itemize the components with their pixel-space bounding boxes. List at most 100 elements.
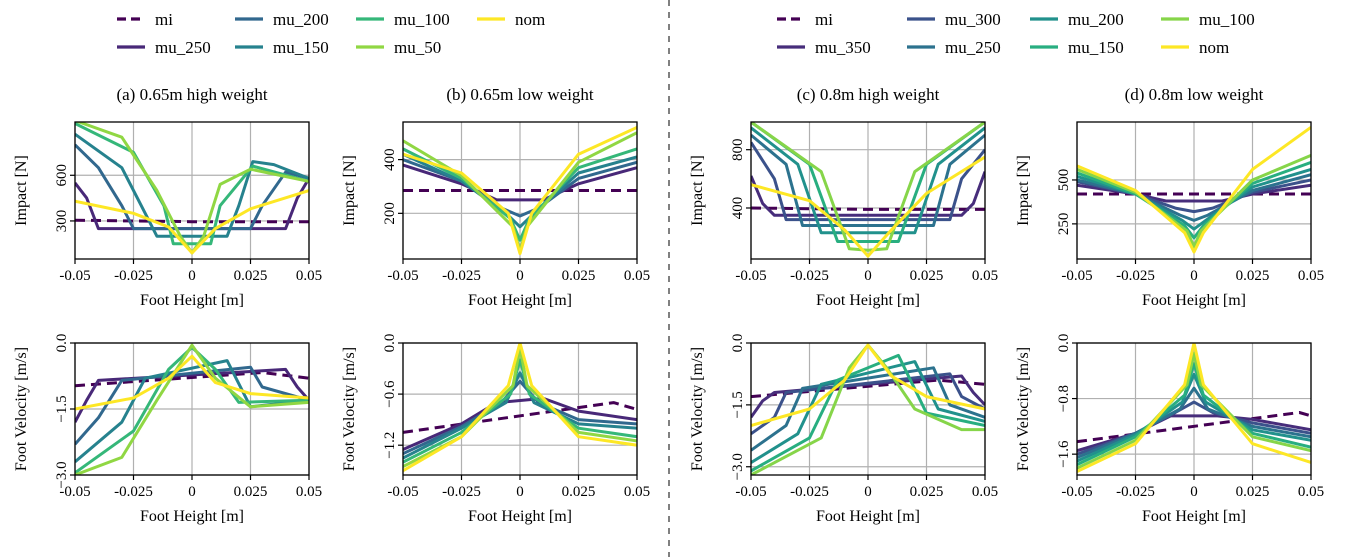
series-line-mi xyxy=(1077,411,1311,444)
series-line-nom xyxy=(75,354,309,411)
x-axis-label: Foot Height [m] xyxy=(816,508,920,525)
series-group xyxy=(403,343,637,472)
panel-title: (b) 0.65m low weight xyxy=(446,85,594,104)
legend-label: mi xyxy=(815,10,833,29)
legend-label: mu_250 xyxy=(155,38,211,57)
x-tick-label: 0 xyxy=(516,268,524,284)
y-tick-label: −1.5 xyxy=(54,395,70,422)
x-axis-label: Foot Height [m] xyxy=(468,292,572,309)
y-tick-label: 200 xyxy=(382,202,398,225)
series-line-mu_100 xyxy=(403,358,637,464)
y-tick-label: −1.5 xyxy=(730,391,746,418)
series-line-mu_200 xyxy=(751,126,985,235)
x-tick-label: -0.025 xyxy=(114,484,153,500)
panels: -0.05 -0.025 0 0.025 0.05 300 600 Foot Height [… xyxy=(13,85,1324,525)
x-tick-label: 0.05 xyxy=(624,484,650,500)
series-line-nom xyxy=(751,155,985,258)
y-tick-label: 400 xyxy=(730,197,746,220)
y-tick-label: −0.8 xyxy=(1056,385,1072,412)
series-line-mu_150 xyxy=(75,132,309,238)
x-axis-label: Foot Height [m] xyxy=(1142,292,1246,309)
x-axis-label: Foot Height [m] xyxy=(140,292,244,309)
y-axis-label: Foot Velocity [m/s] xyxy=(13,347,30,471)
x-tick-label: -0.05 xyxy=(735,484,766,500)
y-tick-label: 500 xyxy=(1056,169,1072,192)
y-tick-label: −1.2 xyxy=(382,432,398,459)
x-tick-label: 0 xyxy=(188,484,196,500)
x-tick-label: 0 xyxy=(1190,484,1198,500)
x-tick-label: 0.025 xyxy=(910,268,944,284)
y-tick-label: 0.0 xyxy=(730,334,746,353)
x-tick-label: -0.025 xyxy=(442,484,481,500)
legend-label: mu_150 xyxy=(273,38,329,57)
series-line-mi xyxy=(751,206,985,211)
x-tick-label: 0.05 xyxy=(1298,268,1324,284)
chart-panel-6: -0.05 -0.025 0 0.025 0.05 −1.2 −0.6 0.0 Foot Hei… xyxy=(341,334,650,525)
series-line-mu_200 xyxy=(751,360,985,464)
legend-label: mu_100 xyxy=(1199,10,1255,29)
x-tick-label: 0.05 xyxy=(296,268,322,284)
x-tick-label: 0.025 xyxy=(562,268,596,284)
x-tick-label: 0 xyxy=(864,484,872,500)
series-line-mu_150 xyxy=(403,152,637,229)
x-tick-label: 0.025 xyxy=(562,484,596,500)
series-line-mu_200 xyxy=(75,143,309,231)
y-axis-label: Foot Velocity [m/s] xyxy=(689,347,706,471)
legend-label: mu_200 xyxy=(1068,10,1124,29)
y-tick-label: 600 xyxy=(54,164,70,187)
series-line-nom xyxy=(403,126,637,256)
x-tick-label: -0.05 xyxy=(387,268,418,284)
x-tick-label: 0 xyxy=(864,268,872,284)
series-group xyxy=(1077,126,1311,254)
y-axis-label: Impact [N] xyxy=(1015,155,1032,226)
y-tick-label: 0.0 xyxy=(54,334,70,353)
x-tick-label: -0.05 xyxy=(59,268,90,284)
series-line-nom xyxy=(1077,343,1311,473)
x-tick-label: 0 xyxy=(516,484,524,500)
y-axis-label: Impact [N] xyxy=(689,155,706,226)
x-tick-label: -0.05 xyxy=(1061,484,1092,500)
panel-title: (d) 0.8m low weight xyxy=(1125,85,1264,104)
chart-panel-4: -0.05 -0.025 0 0.025 0.05 250 500 Foot Height [… xyxy=(1015,85,1324,309)
x-tick-label: -0.025 xyxy=(1116,484,1155,500)
y-axis-label: Foot Velocity [m/s] xyxy=(341,347,358,471)
x-tick-label: 0.05 xyxy=(1298,484,1324,500)
legend-label: nom xyxy=(1199,38,1229,57)
series-line-nom xyxy=(751,343,985,427)
series-group xyxy=(403,126,637,256)
legend-label: mu_350 xyxy=(815,38,871,57)
y-tick-label: −1.6 xyxy=(1056,440,1072,468)
legend-label: mi xyxy=(155,10,173,29)
series-line-mi xyxy=(75,218,309,224)
series-group xyxy=(75,343,309,475)
legend-label: mu_100 xyxy=(394,10,450,29)
y-axis-label: Impact [N] xyxy=(341,155,358,226)
x-tick-label: 0.05 xyxy=(972,484,998,500)
x-tick-label: 0.025 xyxy=(1236,484,1270,500)
series-line-mu_50 xyxy=(75,343,309,475)
chart-panel-8: -0.05 -0.025 0 0.025 0.05 −1.6 −0.8 0.0 Foot Hei… xyxy=(1015,334,1324,525)
y-tick-label: 300 xyxy=(54,210,70,233)
x-axis-label: Foot Height [m] xyxy=(468,508,572,525)
series-line-mu_100 xyxy=(403,147,637,242)
series-line-mu_150 xyxy=(751,353,985,473)
y-tick-label: −3.0 xyxy=(730,453,746,480)
x-tick-label: 0 xyxy=(188,268,196,284)
x-tick-label: -0.025 xyxy=(790,268,829,284)
x-tick-label: -0.05 xyxy=(59,484,90,500)
chart-panel-7: -0.05 -0.025 0 0.025 0.05 −3.0 −1.5 0.0 Foot Hei… xyxy=(689,334,998,525)
panel-title: (c) 0.8m high weight xyxy=(797,85,940,104)
series-line-mu_100 xyxy=(1077,351,1311,470)
y-tick-label: 800 xyxy=(730,138,746,161)
series-line-mu_150 xyxy=(1077,362,1311,466)
chart-panel-1: -0.05 -0.025 0 0.025 0.05 300 600 Foot Height [… xyxy=(13,85,322,309)
chart-panel-3: -0.05 -0.025 0 0.025 0.05 400 800 Foot Height [… xyxy=(689,85,998,309)
x-tick-label: -0.025 xyxy=(114,268,153,284)
series-line-mu_150 xyxy=(403,371,637,460)
x-tick-label: -0.025 xyxy=(442,268,481,284)
x-tick-label: -0.025 xyxy=(1116,268,1155,284)
y-axis-label: Foot Velocity [m/s] xyxy=(1015,347,1032,471)
panel-title: (a) 0.65m high weight xyxy=(116,85,267,104)
